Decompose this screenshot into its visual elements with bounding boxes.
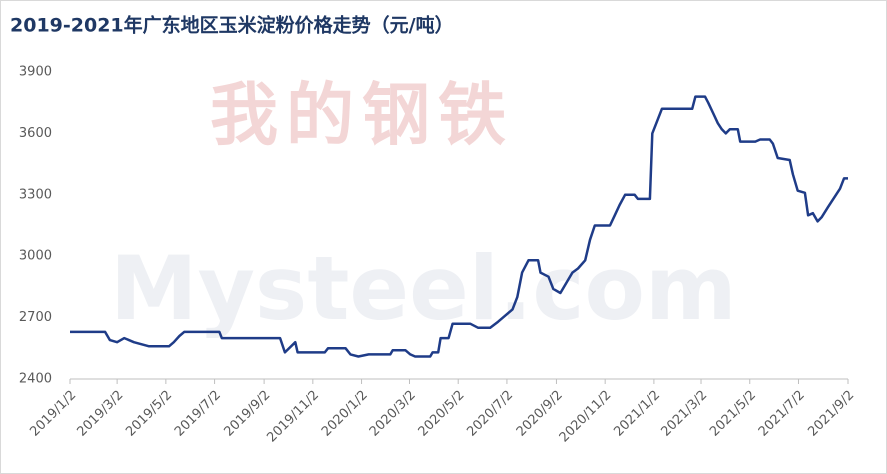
- y-tick-label: 3000: [19, 249, 52, 264]
- y-tick-label: 2400: [19, 372, 52, 387]
- y-tick-label: 3600: [19, 126, 52, 141]
- chart-title: 2019-2021年广东地区玉米淀粉价格走势（元/吨）: [10, 14, 454, 37]
- price-line: [70, 95, 848, 358]
- watermark-en: Mysteel.com: [110, 237, 737, 340]
- y-tick-label: 3900: [19, 65, 52, 80]
- watermark-cn: 我的钢铁: [210, 77, 514, 156]
- y-tick-label: 3300: [19, 187, 52, 202]
- y-tick-label: 2700: [19, 310, 52, 325]
